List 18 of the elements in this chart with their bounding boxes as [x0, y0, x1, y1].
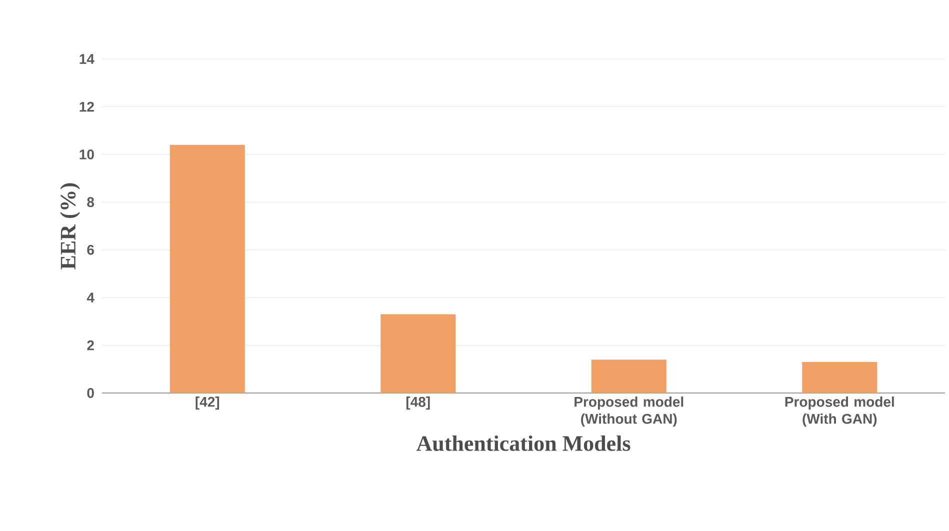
bar [591, 360, 666, 393]
y-tick-label: 14 [80, 54, 94, 64]
x-tick-label: Proposed model (With GAN) [785, 396, 894, 427]
bar [380, 314, 456, 393]
y-tick-label: 4 [86, 292, 94, 302]
bar [802, 362, 878, 393]
x-tick-label: [48] [406, 396, 430, 410]
y-tick-label: 6 [87, 244, 94, 255]
y-tick-label: 8 [87, 197, 94, 208]
x-axis-title: Authentication Models [416, 435, 630, 451]
y-axis-title: EER (%) [60, 183, 80, 270]
x-tick-label: [42] [196, 396, 220, 410]
y-tick-label: 10 [80, 149, 94, 160]
y-tick-label: 2 [87, 340, 94, 350]
y-tick-label: 0 [87, 388, 94, 398]
y-tick-label: 12 [80, 102, 94, 112]
bar [170, 144, 245, 393]
x-tick-label: Proposed model (Without GAN) [574, 396, 684, 427]
